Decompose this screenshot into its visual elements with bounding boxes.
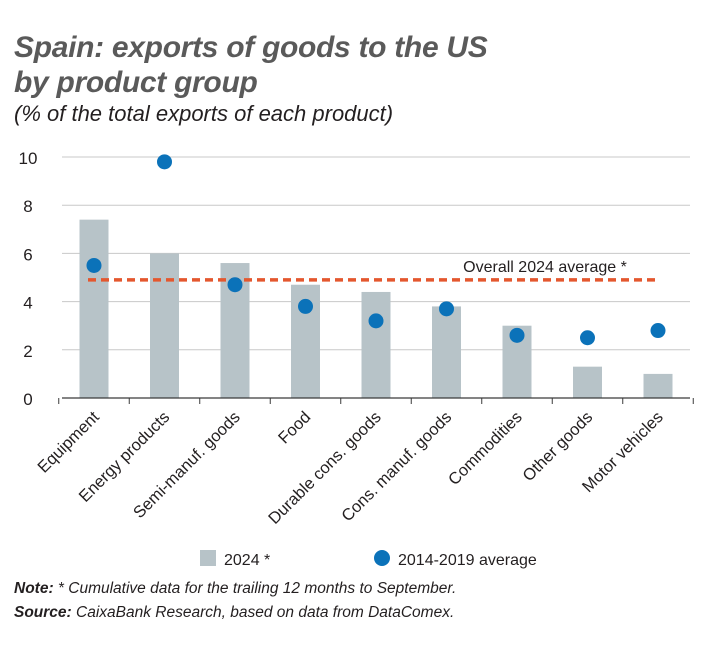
data-point xyxy=(439,301,454,317)
data-point xyxy=(509,327,525,343)
data-point xyxy=(157,154,172,170)
chart-title-line-1: Spain: exports of goods to the US xyxy=(14,31,488,64)
chart-title: Spain: exports of goods to the US by pro… xyxy=(14,30,488,100)
chart-subtitle: (% of the total exports of each product) xyxy=(14,101,394,126)
source-label: Source: xyxy=(14,604,72,621)
data-point xyxy=(368,313,384,329)
x-tick-label: Commodities xyxy=(445,408,526,489)
reference-line-label: Overall 2024 average * xyxy=(463,259,627,276)
bar xyxy=(79,219,109,398)
y-tick-label: 6 xyxy=(23,245,32,264)
legend-swatch-dot xyxy=(374,550,390,566)
data-point xyxy=(650,323,666,339)
data-point xyxy=(298,298,313,314)
data-point xyxy=(227,277,243,293)
bar xyxy=(432,306,461,398)
source-text: CaixaBank Research, based on data from D… xyxy=(71,604,455,621)
note-line: Note: * Cumulative data for the trailing… xyxy=(14,580,456,598)
bar xyxy=(643,373,673,398)
x-tick-label: Equipment xyxy=(34,408,103,477)
y-tick-label: 0 xyxy=(23,390,32,409)
source-line: Source: CaixaBank Research, based on dat… xyxy=(14,604,454,622)
legend-swatch-bar xyxy=(200,550,216,566)
y-tick-label: 2 xyxy=(23,342,32,361)
legend-label: 2014-2019 average xyxy=(398,552,537,569)
y-tick-label: 10 xyxy=(19,149,38,168)
note-text: * Cumulative data for the trailing 12 mo… xyxy=(53,580,457,597)
x-tick-label: Food xyxy=(275,408,314,447)
y-tick-label: 8 xyxy=(23,197,32,216)
y-tick-label: 4 xyxy=(23,294,32,313)
bar xyxy=(150,253,179,398)
bar xyxy=(573,366,602,398)
bar xyxy=(361,291,391,398)
data-point xyxy=(86,257,102,273)
data-point xyxy=(580,330,595,346)
chart-title-line-2: by product group xyxy=(14,66,258,99)
note-label: Note: xyxy=(14,580,54,597)
legend-label: 2024 * xyxy=(224,552,270,569)
x-tick-label: Other goods xyxy=(519,408,596,485)
